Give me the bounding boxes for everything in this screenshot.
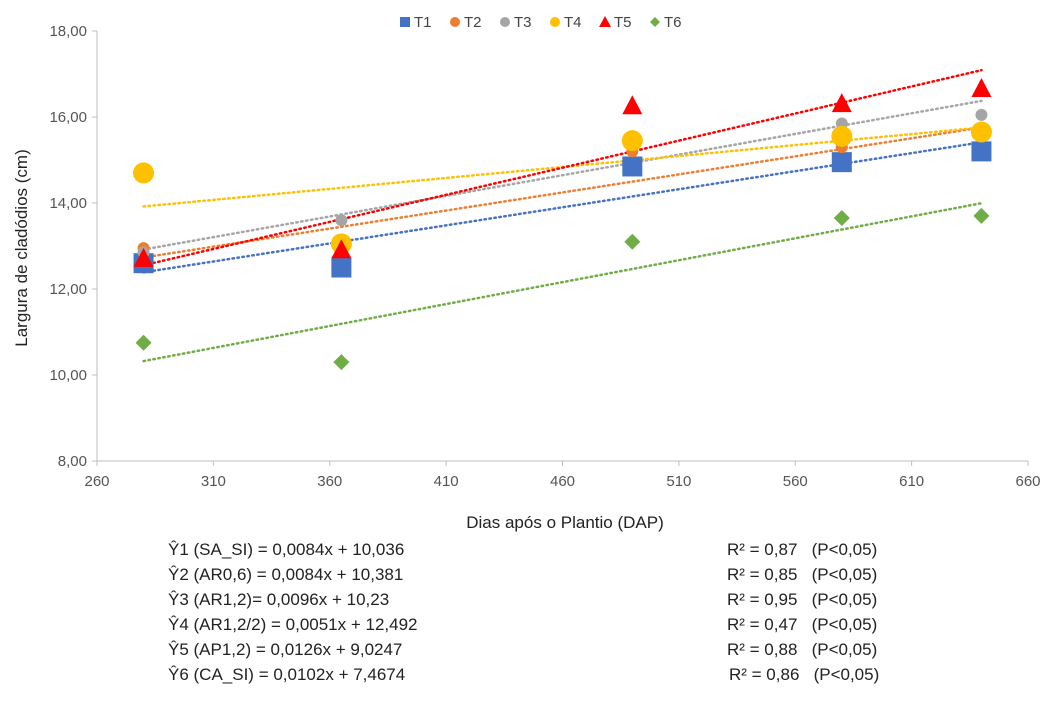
- data-point-t6: [624, 233, 641, 250]
- y-tick-label: 14,00: [49, 195, 87, 212]
- data-point-t3: [335, 214, 348, 227]
- trendline-t1: [142, 141, 983, 274]
- x-axis-title: Dias após o Plantio (DAP): [466, 513, 663, 532]
- data-point-t3: [975, 108, 988, 121]
- r-squared-label: R² = 0,88 (P<0,05): [727, 640, 878, 659]
- legend: T1 T2 T3 T4 T5 T6: [400, 14, 682, 31]
- scatter-chart: 260 310 360 410 460 510 560 610 660 8,00 10,00 12,0…: [12, 14, 1041, 532]
- equation-row: Ŷ4 (AR1,2/2) = 0,0051x + 12,492 R² = 0,47…: [0, 613, 1045, 636]
- equation-row: Ŷ5 (AP1,2) = 0,0126x + 9,0247 R² = 0,88 (…: [0, 638, 1045, 661]
- trendline-equation: Ŷ5 (AP1,2) = 0,0126x + 9,0247: [168, 640, 403, 659]
- legend-marker-t2: [450, 17, 460, 27]
- trendline-t5: [142, 68, 983, 267]
- y-axis-title: Largura de cladódios (cm): [12, 149, 31, 346]
- legend-marker-t1: [400, 17, 410, 27]
- legend-item-t5: T5: [599, 14, 632, 31]
- r-squared-label: R² = 0,47 (P<0,05): [727, 615, 878, 634]
- x-tick-label: 410: [434, 473, 459, 490]
- y-tick-label: 16,00: [49, 109, 87, 126]
- legend-marker-t6: [650, 17, 660, 27]
- trendline-equation: Ŷ4 (AR1,2/2) = 0,0051x + 12,492: [168, 615, 418, 634]
- x-tick-label: 510: [666, 473, 691, 490]
- data-point-t4: [621, 130, 643, 152]
- legend-label: T3: [514, 14, 532, 31]
- trendline-equation: Ŷ1 (SA_SI) = 0,0084x + 10,036: [168, 540, 405, 559]
- y-tick-label: 12,00: [49, 281, 87, 298]
- legend-label: T1: [414, 14, 432, 31]
- r-squared-label: R² = 0,87 (P<0,05): [727, 540, 878, 559]
- trendline-equation: Ŷ6 (CA_SI) = 0,0102x + 7,4674: [168, 665, 406, 684]
- legend-item-t4: T4: [550, 14, 582, 31]
- legend-item-t1: T1: [400, 14, 432, 31]
- legend-label: T6: [664, 14, 682, 31]
- data-point-t4: [133, 162, 155, 184]
- equation-row: Ŷ3 (AR1,2)= 0,0096x + 10,23 R² = 0,95 (P<…: [0, 588, 1045, 611]
- x-tick-label: 610: [899, 473, 924, 490]
- x-tick-label: 360: [317, 473, 342, 490]
- data-point-t1: [831, 152, 852, 173]
- data-point-t6: [833, 210, 850, 227]
- legend-marker-t4: [550, 17, 560, 27]
- equation-row: Ŷ6 (CA_SI) = 0,0102x + 7,4674 R² = 0,86 (…: [0, 663, 1045, 686]
- x-tick-label: 560: [783, 473, 808, 490]
- data-point-t5: [133, 247, 154, 267]
- data-point-t5: [971, 78, 992, 98]
- y-tick-label: 10,00: [49, 367, 87, 384]
- data-point-t6: [333, 354, 350, 371]
- x-tick-label: 310: [201, 473, 226, 490]
- equation-row: Ŷ1 (SA_SI) = 0,0084x + 10,036 R² = 0,87 (…: [0, 538, 1045, 561]
- trendline-equation: Ŷ2 (AR0,6) = 0,0084x + 10,381: [168, 565, 404, 584]
- x-tick-label: 460: [550, 473, 575, 490]
- r-squared-label: R² = 0,95 (P<0,05): [727, 590, 878, 609]
- data-point-t1: [331, 257, 352, 278]
- legend-label: T2: [464, 14, 482, 31]
- data-point-t5: [831, 93, 852, 113]
- data-points: [133, 78, 992, 371]
- data-point-t1: [622, 156, 643, 177]
- data-point-t5: [331, 239, 352, 259]
- data-point-t5: [622, 95, 643, 115]
- equation-row: Ŷ2 (AR0,6) = 0,0084x + 10,381 R² = 0,85 (…: [0, 563, 1045, 586]
- legend-item-t3: T3: [500, 14, 532, 31]
- x-tick-label: 260: [84, 473, 109, 490]
- data-point-t4: [970, 121, 992, 143]
- legend-label: T5: [614, 14, 632, 31]
- r-squared-label: R² = 0,86 (P<0,05): [729, 665, 880, 684]
- legend-marker-t5: [599, 16, 611, 27]
- legend-marker-t3: [500, 17, 510, 27]
- y-tick-label: 8,00: [58, 453, 87, 470]
- trendline-t6: [142, 201, 983, 363]
- legend-item-t6: T6: [650, 14, 682, 31]
- legend-label: T4: [564, 14, 582, 31]
- x-tick-label: 660: [1015, 473, 1040, 490]
- trendline-equation: Ŷ3 (AR1,2)= 0,0096x + 10,23: [168, 590, 390, 609]
- legend-item-t2: T2: [450, 14, 482, 31]
- trendline-t2: [142, 126, 983, 259]
- y-tick-label: 18,00: [49, 23, 87, 40]
- axes: 260 310 360 410 460 510 560 610 660 8,00 10,00 12,0…: [49, 23, 1040, 490]
- data-point-t6: [135, 334, 152, 351]
- trendlines: [142, 68, 983, 363]
- data-point-t6: [973, 207, 990, 224]
- data-point-t1: [971, 141, 992, 162]
- data-point-t4: [831, 125, 853, 147]
- r-squared-label: R² = 0,85 (P<0,05): [727, 565, 878, 584]
